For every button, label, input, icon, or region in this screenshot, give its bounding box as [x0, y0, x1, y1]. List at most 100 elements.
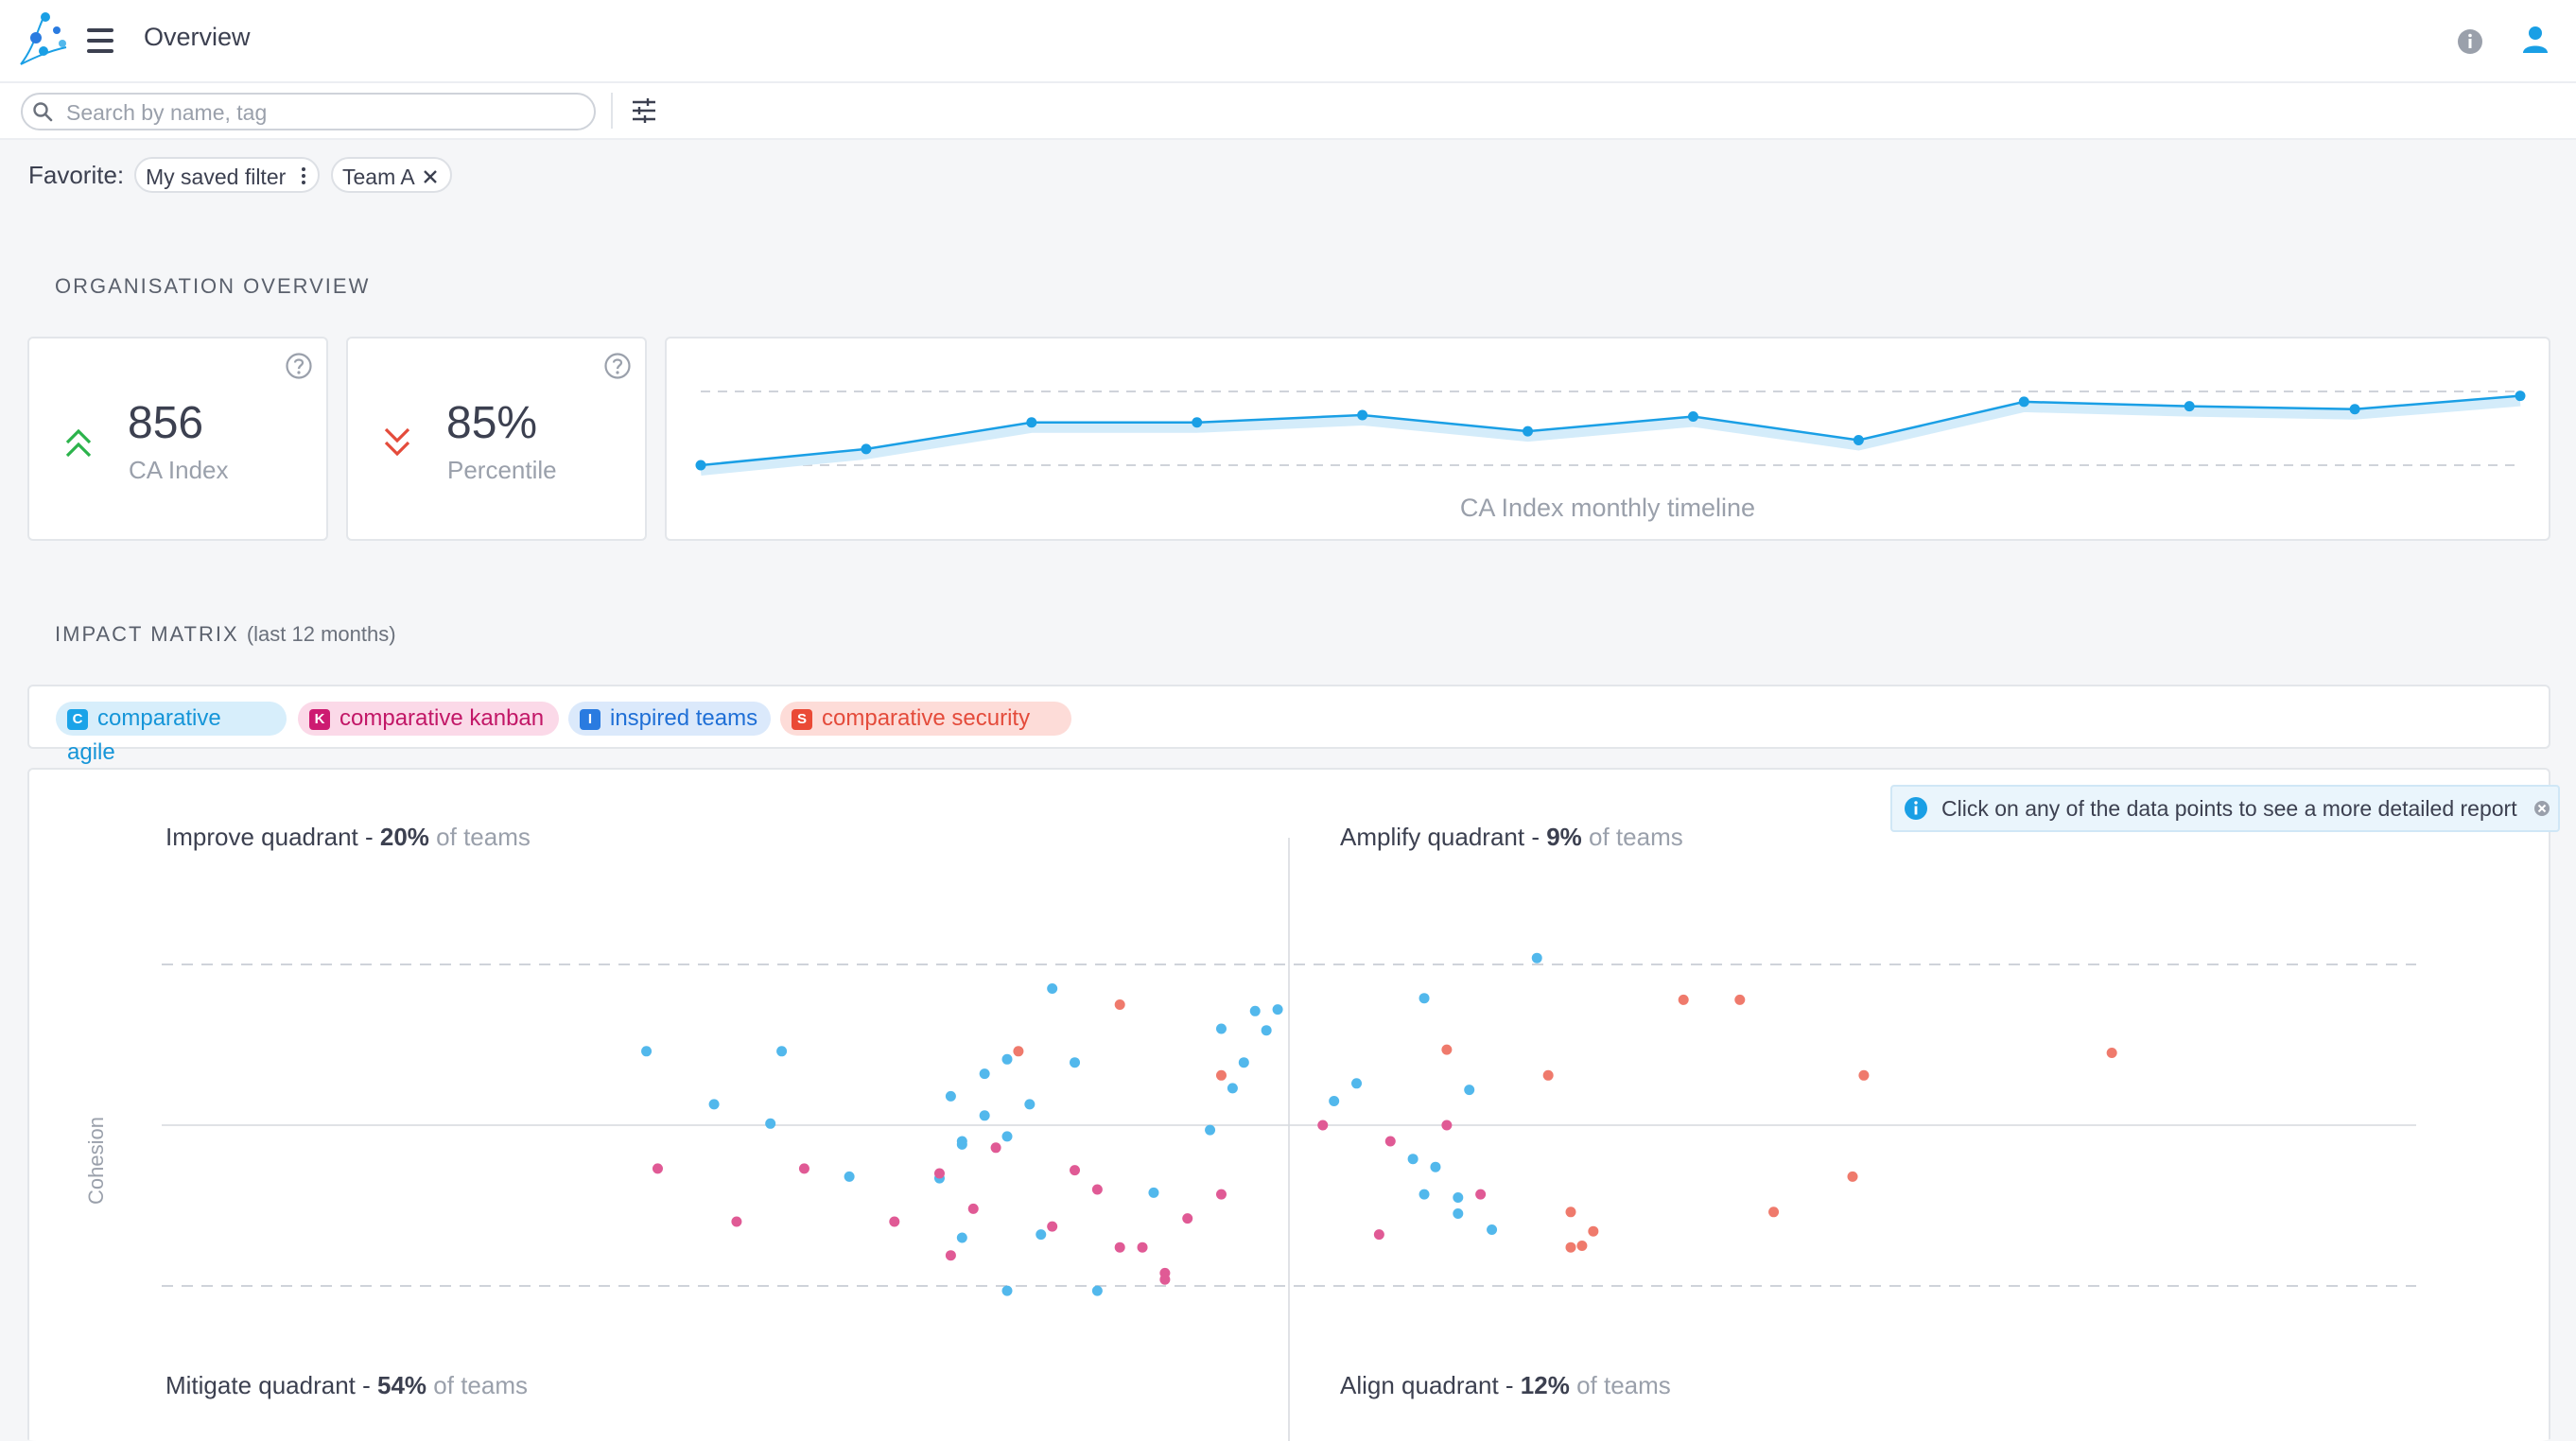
data-point[interactable] [945, 1090, 956, 1102]
timeline-point [1853, 434, 1864, 445]
help-icon[interactable] [285, 352, 313, 380]
data-point[interactable] [1013, 1046, 1024, 1057]
data-point[interactable] [731, 1216, 742, 1227]
search-input[interactable] [64, 98, 579, 127]
close-icon[interactable] [422, 168, 439, 185]
data-point[interactable] [1215, 1189, 1227, 1200]
data-point[interactable] [1114, 999, 1125, 1010]
data-point[interactable] [979, 1068, 990, 1080]
data-point[interactable] [1091, 1285, 1103, 1296]
search-box[interactable] [21, 93, 596, 130]
data-point[interactable] [1487, 1224, 1498, 1235]
data-point[interactable] [1531, 952, 1542, 964]
data-point[interactable] [1565, 1207, 1576, 1218]
data-point[interactable] [979, 1110, 990, 1121]
data-point[interactable] [1453, 1208, 1464, 1219]
data-point[interactable] [1588, 1225, 1599, 1237]
data-point[interactable] [1272, 1004, 1283, 1016]
kpi-value: 85% [446, 398, 538, 448]
data-point[interactable] [2106, 1048, 2117, 1058]
data-point[interactable] [1678, 994, 1689, 1005]
filter-settings-icon[interactable] [630, 96, 658, 125]
data-point[interactable] [1024, 1099, 1036, 1110]
data-point[interactable] [652, 1163, 663, 1174]
data-point[interactable] [798, 1163, 809, 1174]
data-point[interactable] [1182, 1213, 1193, 1224]
data-point[interactable] [1565, 1241, 1576, 1253]
data-point[interactable] [1215, 1069, 1227, 1081]
data-point[interactable] [1070, 1057, 1081, 1068]
data-point[interactable] [956, 1136, 967, 1147]
info-icon[interactable] [2457, 28, 2483, 55]
close-icon[interactable] [2533, 800, 2550, 817]
data-point[interactable] [1070, 1165, 1081, 1176]
data-point[interactable] [1114, 1241, 1125, 1253]
series-line [700, 394, 2521, 467]
data-point[interactable] [956, 1232, 967, 1243]
data-point[interactable] [1464, 1085, 1475, 1096]
data-point[interactable] [1768, 1207, 1780, 1218]
data-point[interactable] [967, 1203, 979, 1214]
data-point[interactable] [1001, 1131, 1013, 1142]
data-point[interactable] [1001, 1053, 1013, 1065]
favorite-chip-saved-filter[interactable]: My saved filter [134, 157, 320, 193]
data-point[interactable] [1091, 1184, 1103, 1195]
data-point[interactable] [933, 1168, 945, 1179]
data-point[interactable] [1858, 1069, 1870, 1081]
data-point[interactable] [1329, 1096, 1340, 1106]
data-point[interactable] [1419, 993, 1430, 1004]
data-point[interactable] [1227, 1083, 1238, 1094]
data-point[interactable] [1249, 1005, 1261, 1016]
data-point[interactable] [1205, 1124, 1216, 1136]
data-point[interactable] [889, 1216, 900, 1227]
data-point[interactable] [1261, 1025, 1272, 1036]
data-point[interactable] [1407, 1154, 1419, 1165]
data-point[interactable] [1384, 1136, 1396, 1147]
quadrant-suffix: of teams [1569, 1371, 1671, 1399]
data-point[interactable] [776, 1046, 788, 1057]
data-point[interactable] [844, 1171, 855, 1182]
data-point[interactable] [1137, 1241, 1148, 1253]
menu-icon[interactable] [87, 28, 113, 53]
data-point[interactable] [1238, 1057, 1249, 1068]
data-point[interactable] [1148, 1187, 1159, 1198]
quadrant-suffix: of teams [1581, 823, 1683, 851]
data-point[interactable] [1036, 1229, 1047, 1241]
data-point[interactable] [1847, 1171, 1858, 1182]
data-point[interactable] [1047, 1221, 1058, 1232]
data-point[interactable] [1351, 1078, 1363, 1089]
ca-index-timeline-chart [695, 391, 2526, 476]
data-point[interactable] [1373, 1229, 1384, 1241]
data-point[interactable] [945, 1250, 956, 1261]
data-point[interactable] [1047, 983, 1058, 994]
data-point[interactable] [1441, 1044, 1453, 1055]
data-point[interactable] [1215, 1023, 1227, 1034]
data-point[interactable] [1453, 1192, 1464, 1203]
data-point[interactable] [1734, 994, 1746, 1005]
data-point[interactable] [1419, 1189, 1430, 1200]
data-point[interactable] [708, 1099, 720, 1110]
data-point[interactable] [1159, 1274, 1171, 1285]
help-icon[interactable] [603, 352, 632, 380]
app-logo-icon[interactable] [17, 9, 70, 68]
data-point[interactable] [1475, 1189, 1487, 1200]
favorite-chip-team-a[interactable]: Team A [331, 157, 452, 193]
data-point[interactable] [1001, 1285, 1013, 1296]
impact-title: IMPACT MATRIX [55, 622, 239, 646]
timeline-point [2184, 401, 2195, 412]
data-point[interactable] [1542, 1069, 1554, 1081]
data-point[interactable] [765, 1118, 776, 1129]
data-point[interactable] [641, 1046, 653, 1057]
more-options-icon[interactable] [301, 166, 306, 185]
data-point[interactable] [1441, 1120, 1453, 1131]
data-point[interactable] [990, 1142, 1001, 1154]
user-icon[interactable] [2521, 25, 2550, 55]
data-point[interactable] [1317, 1120, 1329, 1131]
y-axis-label: Cohesion [84, 1117, 108, 1205]
data-point[interactable] [1576, 1241, 1588, 1251]
data-point[interactable] [1430, 1161, 1441, 1172]
